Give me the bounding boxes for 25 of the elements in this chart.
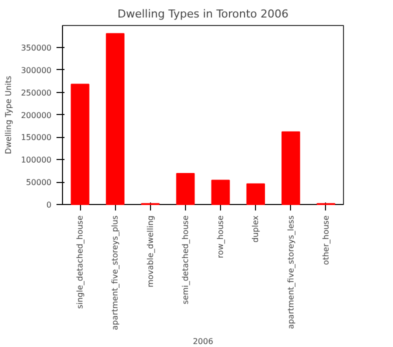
x-tick-label: single_detached_house [76, 215, 85, 309]
y-tick-label: 250000 [20, 88, 52, 98]
x-tick-label: apartment_five_storeys_less [286, 215, 296, 330]
bar [106, 33, 124, 205]
x-tick-label: row_house [216, 215, 226, 258]
y-tick-label: 0 [46, 200, 52, 210]
x-axis-title: 2006 [192, 337, 214, 346]
y-tick-label: 100000 [20, 156, 52, 165]
bar [282, 131, 300, 205]
bar [176, 173, 195, 205]
bar [246, 183, 265, 205]
chart-title: Dwelling Types in Toronto 2006 [118, 8, 288, 20]
x-tick-label: other_house [321, 215, 330, 265]
y-tick-label: 50000 [26, 178, 52, 188]
bar [211, 180, 230, 205]
x-tick-label: apartment_five_storeys_plus [110, 215, 120, 330]
y-tick-label: 150000 [20, 133, 52, 142]
x-tick-label: semi_detached_house [180, 215, 190, 304]
x-tick-label: duplex [251, 215, 260, 242]
y-tick-label: 300000 [20, 66, 52, 75]
bar [70, 84, 90, 205]
y-tick-label: 200000 [20, 110, 52, 120]
y-axis-title: Dwelling Type Units [4, 76, 13, 154]
x-tick-label: movable_dwelling [146, 216, 155, 288]
y-tick-label: 350000 [20, 43, 52, 52]
